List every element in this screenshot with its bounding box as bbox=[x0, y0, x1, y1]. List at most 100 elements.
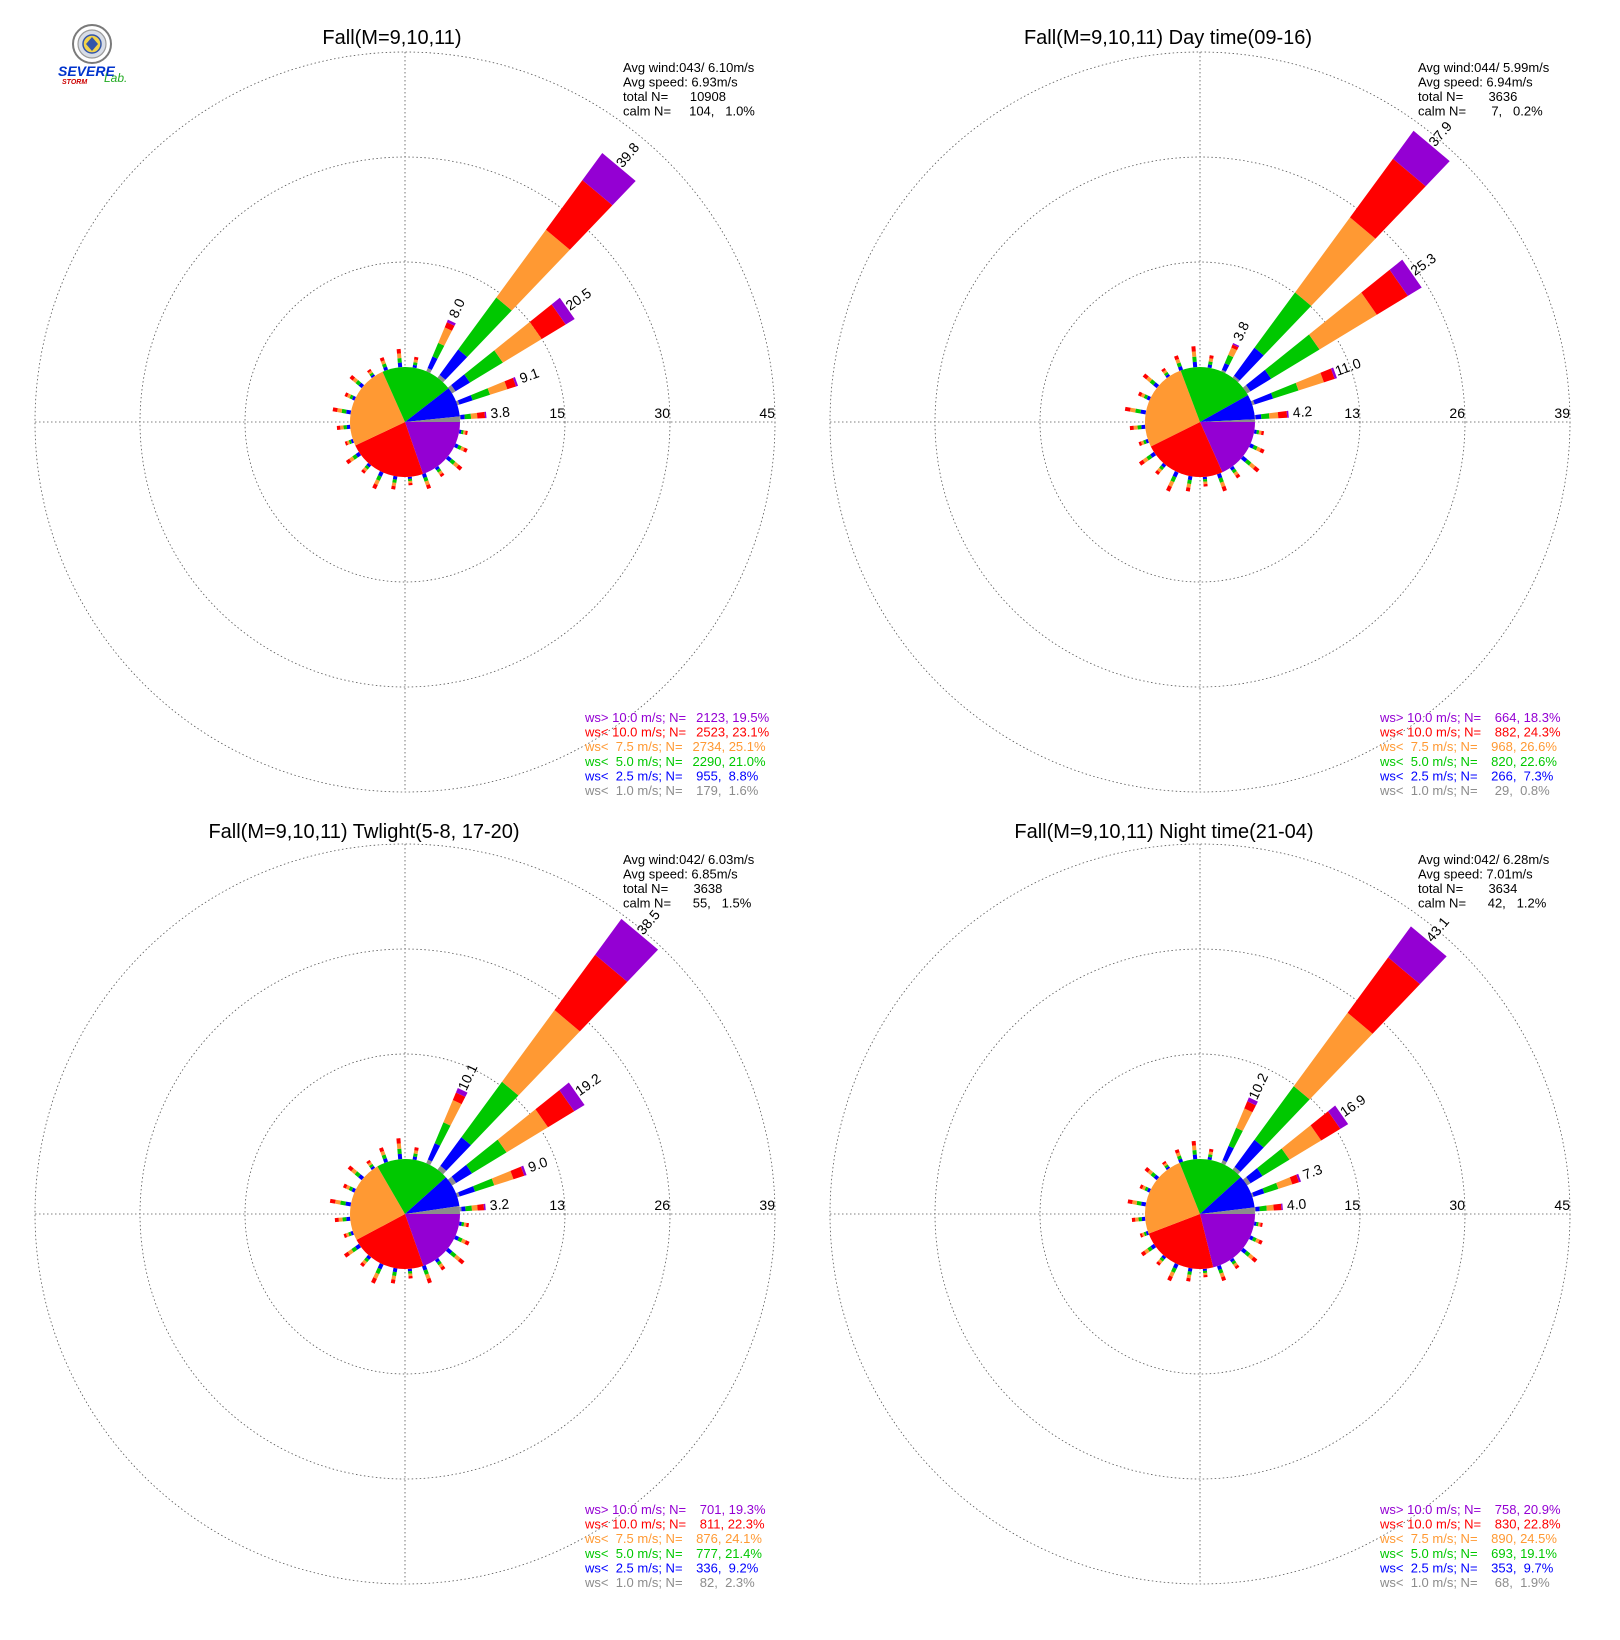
minor-spoke-segment bbox=[1143, 439, 1147, 445]
minor-spoke-segment bbox=[1234, 1264, 1240, 1270]
minor-spoke-segment bbox=[379, 357, 385, 362]
minor-spoke-segment bbox=[1150, 451, 1157, 458]
minor-spoke-segment bbox=[391, 485, 396, 490]
minor-spoke-segment bbox=[329, 1198, 336, 1204]
minor-spoke-segment bbox=[368, 370, 373, 375]
spoke-segment-lt5 bbox=[1254, 1086, 1310, 1148]
legend-value: 353, 9.7% bbox=[1488, 1560, 1554, 1575]
pie-slice-lt5 bbox=[382, 367, 449, 422]
minor-spoke-segment bbox=[345, 1232, 350, 1238]
minor-spoke-segment bbox=[1176, 362, 1182, 368]
pie-slice-lt25 bbox=[1200, 395, 1255, 422]
minor-spoke-segment bbox=[1259, 448, 1265, 454]
minor-spoke-segment bbox=[1255, 446, 1262, 452]
minor-spoke-segment bbox=[346, 440, 351, 445]
pie-slice-lt25 bbox=[1200, 1177, 1255, 1214]
legend-label: ws< 5.0 m/s; N= bbox=[1379, 1546, 1478, 1561]
spoke-segment-lt10 bbox=[1289, 1174, 1300, 1185]
panel-title: Fall(M=9,10,11) Night time(21-04) bbox=[1014, 821, 1313, 843]
pie-slice-gt10 bbox=[1200, 1214, 1255, 1268]
pie-slice-lt75 bbox=[1145, 1162, 1200, 1234]
spoke-segment-lt25 bbox=[451, 1164, 473, 1183]
minor-spoke-segment bbox=[380, 360, 386, 365]
legend-entry-lt1: ws< 1.0 m/s; N= 82, 2.3% bbox=[584, 1575, 755, 1590]
pie-slice-lt10 bbox=[1148, 1214, 1214, 1269]
spoke-segment-lt5 bbox=[434, 1122, 451, 1146]
minor-spoke-segment bbox=[1167, 1275, 1173, 1282]
minor-spoke-segment bbox=[346, 393, 352, 399]
spoke-segment-gt10 bbox=[520, 1165, 527, 1176]
minor-spoke-segment bbox=[1220, 1276, 1227, 1282]
minor-spoke-segment bbox=[1149, 379, 1156, 386]
minor-spoke-segment bbox=[1174, 355, 1180, 361]
minor-spoke-segment bbox=[364, 464, 370, 470]
minor-spoke-segment bbox=[1207, 364, 1213, 369]
legend-value: 2734, 25.1% bbox=[693, 739, 766, 754]
minor-spoke-segment bbox=[1157, 467, 1163, 473]
pie-slice-lt5 bbox=[1179, 1159, 1241, 1214]
spoke-segment-lt1 bbox=[1221, 1160, 1227, 1166]
minor-spoke-segment bbox=[1161, 1254, 1167, 1260]
spoke-value-label: 10.2 bbox=[1245, 1070, 1271, 1102]
minor-spoke-segment bbox=[369, 1163, 374, 1169]
minor-spoke-segment bbox=[1129, 407, 1136, 413]
legend-value: 777, 21.4% bbox=[693, 1546, 763, 1561]
legend-label: ws< 2.5 m/s; N= bbox=[584, 768, 683, 783]
legend-value: 701, 19.3% bbox=[696, 1502, 766, 1517]
minor-spoke-segment bbox=[354, 1171, 361, 1178]
spoke-segment-lt25 bbox=[427, 356, 438, 370]
spoke-segment-gt10 bbox=[1392, 130, 1450, 187]
minor-spoke-segment bbox=[355, 1243, 362, 1250]
minor-spoke-segment bbox=[369, 372, 374, 377]
wind-rose-panel: Fall(M=9,10,11)15 30 453.89.120.539.88.0Av… bbox=[34, 27, 776, 798]
minor-spoke-segment bbox=[366, 1159, 371, 1165]
stats-line2: Avg speed: 6.85m/s bbox=[623, 867, 738, 882]
minor-spoke-segment bbox=[342, 1183, 348, 1189]
legend-label: ws< 10.0 m/s; N= bbox=[584, 1517, 686, 1532]
legend-label: ws< 10.0 m/s; N= bbox=[1379, 725, 1481, 740]
legend-label: ws< 1.0 m/s; N= bbox=[1379, 783, 1478, 798]
minor-spoke-segment bbox=[375, 1267, 382, 1275]
minor-spoke-segment bbox=[350, 1230, 355, 1236]
minor-spoke-segment bbox=[454, 443, 459, 449]
pie-slice-lt25 bbox=[405, 388, 460, 422]
spoke-segment-lt25 bbox=[427, 1143, 441, 1162]
minor-spoke-segment bbox=[1142, 457, 1149, 463]
spoke-segment-lt1 bbox=[1254, 1206, 1256, 1212]
minor-spoke-segment bbox=[1240, 455, 1248, 463]
minor-spoke-segment bbox=[345, 1184, 351, 1190]
legend-entry-lt5: ws< 5.0 m/s; N= 693, 19.1% bbox=[1379, 1546, 1557, 1561]
legend-label: ws< 7.5 m/s; N= bbox=[584, 739, 683, 754]
spoke-segment-gt10 bbox=[595, 918, 659, 982]
pie-slice-lt1 bbox=[1200, 419, 1255, 422]
spoke-segment-lt10 bbox=[554, 954, 628, 1032]
minor-spoke-segment bbox=[377, 1263, 384, 1270]
minor-spoke-segment bbox=[1178, 1158, 1184, 1164]
minor-spoke-segment bbox=[390, 1279, 396, 1284]
legend-entry-gt10: ws> 10.0 m/s; N= 758, 20.9% bbox=[1379, 1502, 1561, 1517]
minor-spoke-segment bbox=[1162, 369, 1168, 375]
minor-spoke-segment bbox=[1248, 462, 1256, 470]
minor-spoke-segment bbox=[392, 1267, 398, 1273]
minor-spoke-segment bbox=[1161, 367, 1166, 373]
minor-spoke-segment bbox=[1156, 1261, 1161, 1266]
wind-rose-panel: Fall(M=9,10,11) Twlight(5-8, 17-20) 13 26 3… bbox=[34, 821, 776, 1590]
spoke-segment-lt75 bbox=[471, 1204, 478, 1211]
minor-spoke-segment bbox=[1157, 1259, 1163, 1264]
minor-spoke-segment bbox=[392, 1271, 397, 1277]
minor-spoke-segment bbox=[343, 1233, 348, 1239]
spoke-segment-lt5 bbox=[466, 1139, 507, 1174]
minor-spoke-segment bbox=[1145, 1230, 1150, 1236]
spoke-segment-lt10 bbox=[1350, 158, 1426, 239]
minor-spoke-segment bbox=[1168, 480, 1175, 487]
legend-entry-lt75: ws< 7.5 m/s; N= 876, 24.1% bbox=[584, 1531, 762, 1546]
spoke-segment-lt5 bbox=[464, 350, 503, 383]
spoke-segment-lt1 bbox=[447, 384, 456, 394]
logo-line3: Lab. bbox=[104, 71, 127, 85]
spoke-segment-lt25 bbox=[457, 395, 473, 405]
legend-entry-lt75: ws< 7.5 m/s; N= 890, 24.5% bbox=[1379, 1531, 1557, 1546]
spoke-segment-lt75 bbox=[1293, 1012, 1373, 1100]
spoke-segment-lt5 bbox=[470, 388, 491, 401]
minor-spoke-segment bbox=[1137, 391, 1143, 397]
